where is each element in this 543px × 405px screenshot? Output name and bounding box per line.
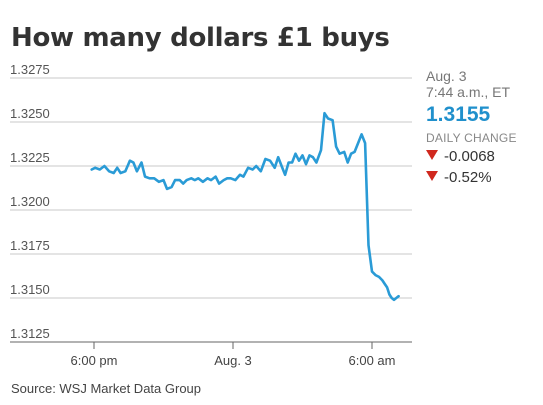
quote-date: Aug. 3 [426,68,467,84]
y-tick-label: 1.3125 [10,326,50,341]
x-tick-labels: 6:00 pm Aug. 3 6:00 am [71,342,396,368]
y-tick-label: 1.3150 [10,282,50,297]
change-abs-value: -0.0068 [444,148,495,165]
chart-title: How many dollars £1 buys [11,23,390,53]
daily-change-percent: -0.52% [426,167,538,188]
daily-change-absolute: -0.0068 [426,146,538,167]
y-tick-label: 1.3225 [10,150,50,165]
y-tick-label: 1.3275 [10,62,50,77]
info-panel: Aug. 3 7:44 a.m., ET 1.3155 DAILY CHANGE… [426,68,538,188]
last-price: 1.3155 [426,103,491,126]
x-tick-label: 6:00 pm [71,353,118,368]
y-tick-label: 1.3250 [10,106,50,121]
down-triangle-icon [426,150,438,160]
x-tick-label: Aug. 3 [214,353,252,368]
grid-lines [10,77,412,343]
series-line [90,111,400,302]
y-tick-label: 1.3200 [10,194,50,209]
change-pct-value: -0.52% [444,169,492,186]
daily-change-label: DAILY CHANGE [426,131,517,145]
down-triangle-icon [426,171,438,181]
x-tick-label: 6:00 am [349,353,396,368]
y-axis: 1.3275 1.3250 1.3225 1.3200 1.3175 1.3150 1.31… [10,62,50,341]
y-tick-label: 1.3175 [10,238,50,253]
quote-time: 7:44 a.m., ET [426,84,511,100]
source-note: Source: WSJ Market Data Group [11,381,202,396]
series-lines [90,111,400,302]
